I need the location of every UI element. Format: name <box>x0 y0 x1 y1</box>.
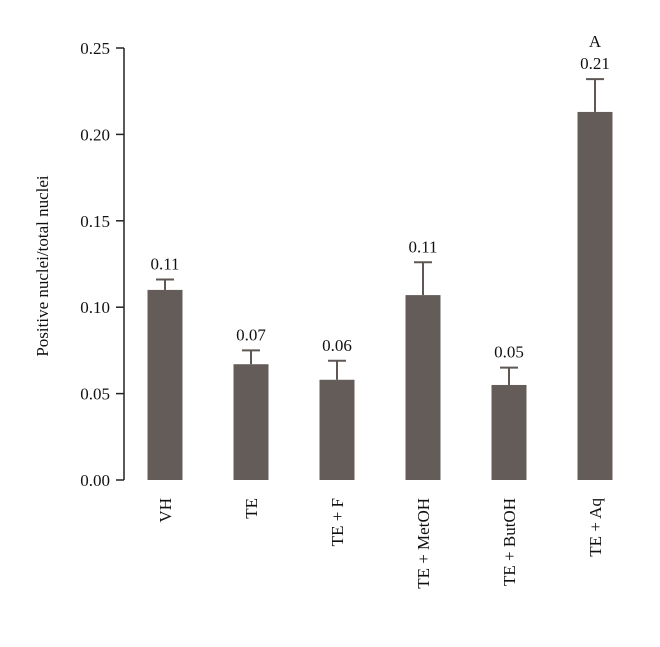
y-tick-label: 0.25 <box>80 39 110 58</box>
data-label: 0.05 <box>494 343 524 362</box>
y-axis-label: Positive nuclei/total nuclei <box>33 175 52 357</box>
category-label: TE + MetOH <box>414 498 433 589</box>
y-tick-label: 0.00 <box>80 471 110 490</box>
data-label: 0.11 <box>150 255 179 274</box>
bar <box>577 111 613 480</box>
y-tick-label: 0.20 <box>80 125 110 144</box>
category-labels: VH TE TE + F TE + MetOH TE + ButOH TE + Aq <box>156 498 605 589</box>
bar <box>147 289 183 480</box>
data-label: 0.11 <box>408 237 437 256</box>
category-label: TE + F <box>328 498 347 546</box>
data-label: 0.06 <box>322 336 352 355</box>
data-label: 0.21 <box>580 54 610 73</box>
category-label: TE + ButOH <box>500 498 519 586</box>
bars <box>147 111 613 480</box>
data-label: 0.07 <box>236 325 266 344</box>
category-label: TE <box>242 498 261 519</box>
y-tick-label: 0.15 <box>80 212 110 231</box>
bar <box>233 364 269 480</box>
bar <box>319 379 355 480</box>
y-tick-label: 0.05 <box>80 385 110 404</box>
significance-label: A <box>589 32 602 51</box>
y-tick-label: 0.10 <box>80 298 110 317</box>
bar <box>491 384 527 480</box>
bar <box>405 295 441 480</box>
category-label: TE + Aq <box>586 498 605 557</box>
error-bars <box>156 78 604 385</box>
category-label: VH <box>156 498 175 523</box>
data-labels: 0.11 0.07 0.06 0.11 0.05 0.21 A <box>150 32 609 362</box>
y-axis-ticks: 0.00 0.05 0.10 0.15 0.20 0.25 <box>80 39 124 490</box>
